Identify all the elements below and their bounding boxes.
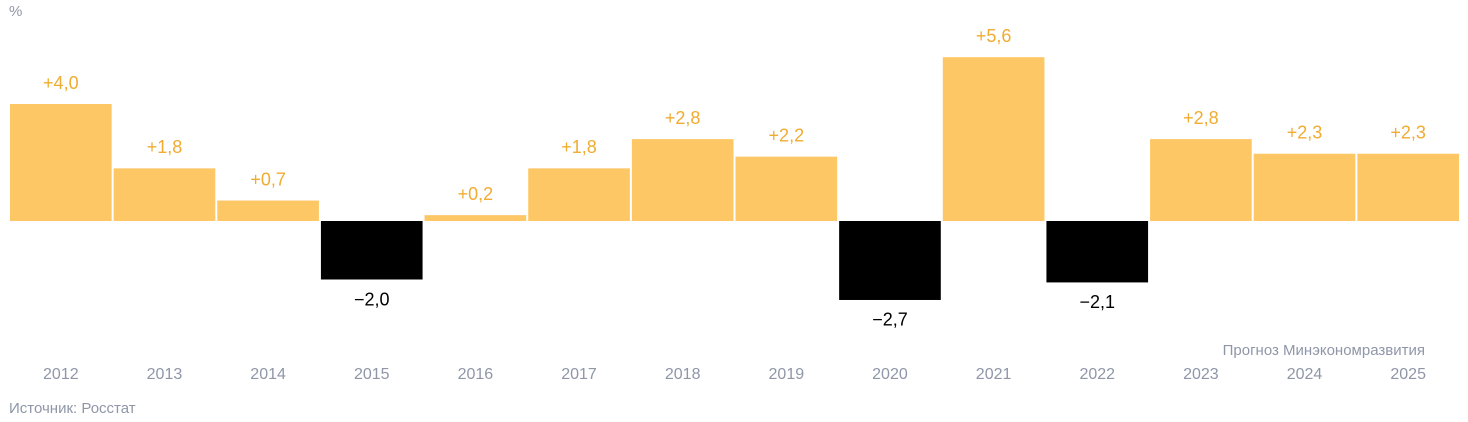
x-tick-label: 2020 [872,366,908,383]
x-tick-label: 2012 [43,366,79,383]
annotation: Прогноз Минэкономразвития [1223,342,1425,359]
x-tick-label: 2017 [561,366,597,383]
bar [217,200,319,221]
value-label: −2,0 [354,289,390,309]
bar [320,221,423,280]
value-label: +1,8 [147,137,183,157]
source: Источник: Росстат [9,400,136,417]
value-label: +0,7 [250,169,286,189]
value-label: +2,8 [1183,108,1219,128]
value-label: +2,8 [665,108,701,128]
x-tick-label: 2014 [250,366,286,383]
bar [424,215,527,221]
value-label: +2,2 [769,125,805,145]
bar [113,168,216,221]
x-tick-label: 2024 [1287,366,1323,383]
x-tick-label: 2023 [1183,366,1219,383]
x-tick-label: 2021 [976,366,1012,383]
bar [631,139,734,221]
x-tick-label: 2013 [147,366,183,383]
value-label: +1,8 [561,137,597,157]
bar [1046,221,1149,283]
bar [1253,153,1356,221]
x-tick-label: 2025 [1390,366,1426,383]
value-label: −2,7 [872,310,908,330]
x-tick-label: 2022 [1079,366,1115,383]
unit-label: % [9,3,22,20]
x-tick-label: 2019 [769,366,805,383]
bar [942,57,1045,222]
value-label: +0,2 [458,184,494,204]
value-label: −2,1 [1079,292,1115,312]
bar [10,104,112,221]
bar [1357,153,1459,221]
value-label: +2,3 [1390,122,1426,142]
value-label: +4,0 [43,73,79,93]
bar [839,221,941,300]
value-label: +2,3 [1287,122,1323,142]
x-tick-label: 2015 [354,366,390,383]
bar [735,156,838,221]
value-label: +5,6 [976,26,1012,46]
bar [528,168,630,221]
x-tick-label: 2016 [458,366,494,383]
x-tick-label: 2018 [665,366,701,383]
bar [1150,139,1252,221]
